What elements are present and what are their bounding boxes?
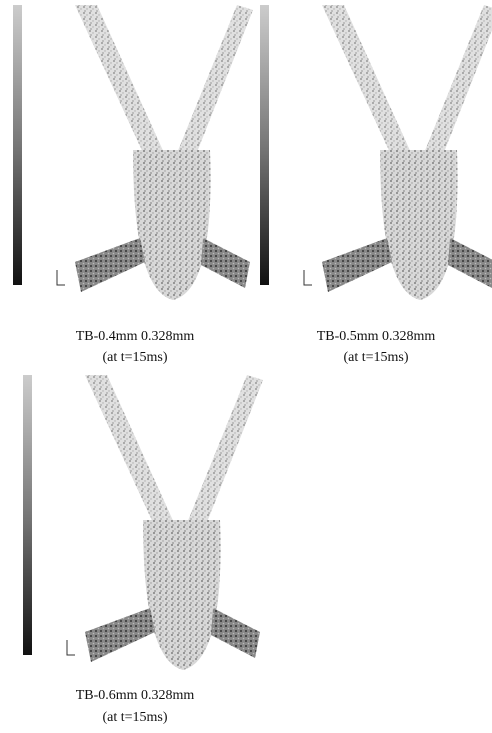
simulation-image [259,4,492,301]
simulation-image [22,374,264,671]
panel: TB-0.5mm 0.328mm (at t=15ms) [259,4,492,365]
caption: TB-0.4mm 0.328mm [76,329,195,344]
panel: TB-0.4mm 0.328mm (at t=15ms) [12,4,254,365]
caption: TB-0.5mm 0.328mm [317,329,436,344]
caption-time: (at t=15ms) [102,710,167,725]
simulation-image [12,4,254,301]
caption: TB-0.6mm 0.328mm [76,688,195,703]
caption-time: (at t=15ms) [343,350,408,365]
panel: TB-0.6mm 0.328mm (at t=15ms) [22,374,264,725]
caption-time: (at t=15ms) [102,350,167,365]
